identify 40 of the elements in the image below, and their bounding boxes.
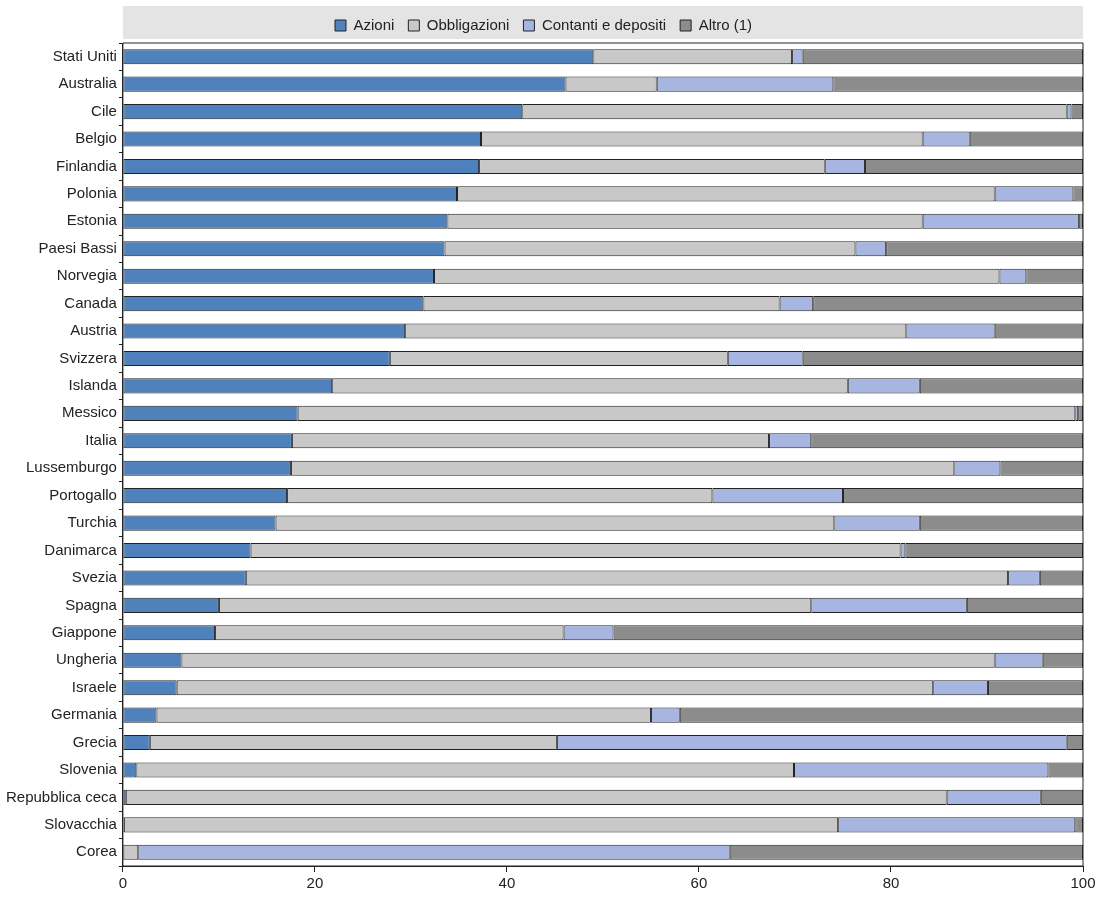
y-tick-label: Cile (91, 101, 117, 119)
y-tick-label: Slovacchia (44, 814, 118, 832)
y-tick-label: Norvegia (56, 266, 118, 284)
x-tick-label: 40 (498, 874, 516, 892)
legend-label: Obbligazioni (426, 15, 510, 33)
y-tick-label: Grecia (72, 732, 118, 750)
y-tick-label: Islanda (68, 376, 118, 394)
y-tick-label: Austria (70, 321, 118, 339)
y-tick-label: Lussemburgo (26, 458, 117, 476)
y-tick-label: Polonia (66, 184, 118, 202)
y-tick-label: Svizzera (59, 348, 118, 366)
x-tick-label: 20 (306, 874, 324, 892)
legend-label: Azioni (353, 15, 395, 33)
y-tick-label: Portogallo (49, 485, 117, 503)
y-tick-label: Ungheria (56, 650, 118, 668)
x-tick-label: 60 (690, 874, 708, 892)
y-tick-label: Turchia (67, 513, 118, 531)
y-tick-label: Belgio (75, 129, 117, 147)
x-tick-label: 0 (118, 874, 128, 892)
y-tick-label: Corea (76, 842, 118, 860)
y-tick-label: Stati Uniti (52, 46, 117, 64)
legend-label: Altro (1) (698, 15, 752, 33)
y-tick-label: Estonia (66, 211, 118, 229)
y-tick-label: Paesi Bassi (38, 238, 117, 256)
legend-label: Contanti e depositi (541, 15, 667, 33)
y-tick-label: Germania (51, 705, 118, 723)
y-tick-label: Italia (85, 430, 118, 448)
y-tick-label: Israele (71, 677, 117, 695)
y-tick-label: Messico (61, 403, 117, 421)
y-tick-label: Canada (64, 293, 118, 311)
y-tick-label: Slovenia (59, 760, 118, 778)
y-tick-label: Finlandia (56, 156, 118, 174)
x-tick-label: 80 (882, 874, 900, 892)
y-tick-label: Repubblica ceca (6, 787, 118, 805)
y-tick-label: Spagna (65, 595, 118, 613)
y-tick-label: Danimarca (44, 540, 118, 558)
y-tick-label: Giappone (51, 622, 117, 640)
x-tick-label: 100 (1070, 874, 1096, 892)
y-tick-label: Australia (58, 74, 118, 92)
y-tick-label: Svezia (71, 568, 118, 586)
